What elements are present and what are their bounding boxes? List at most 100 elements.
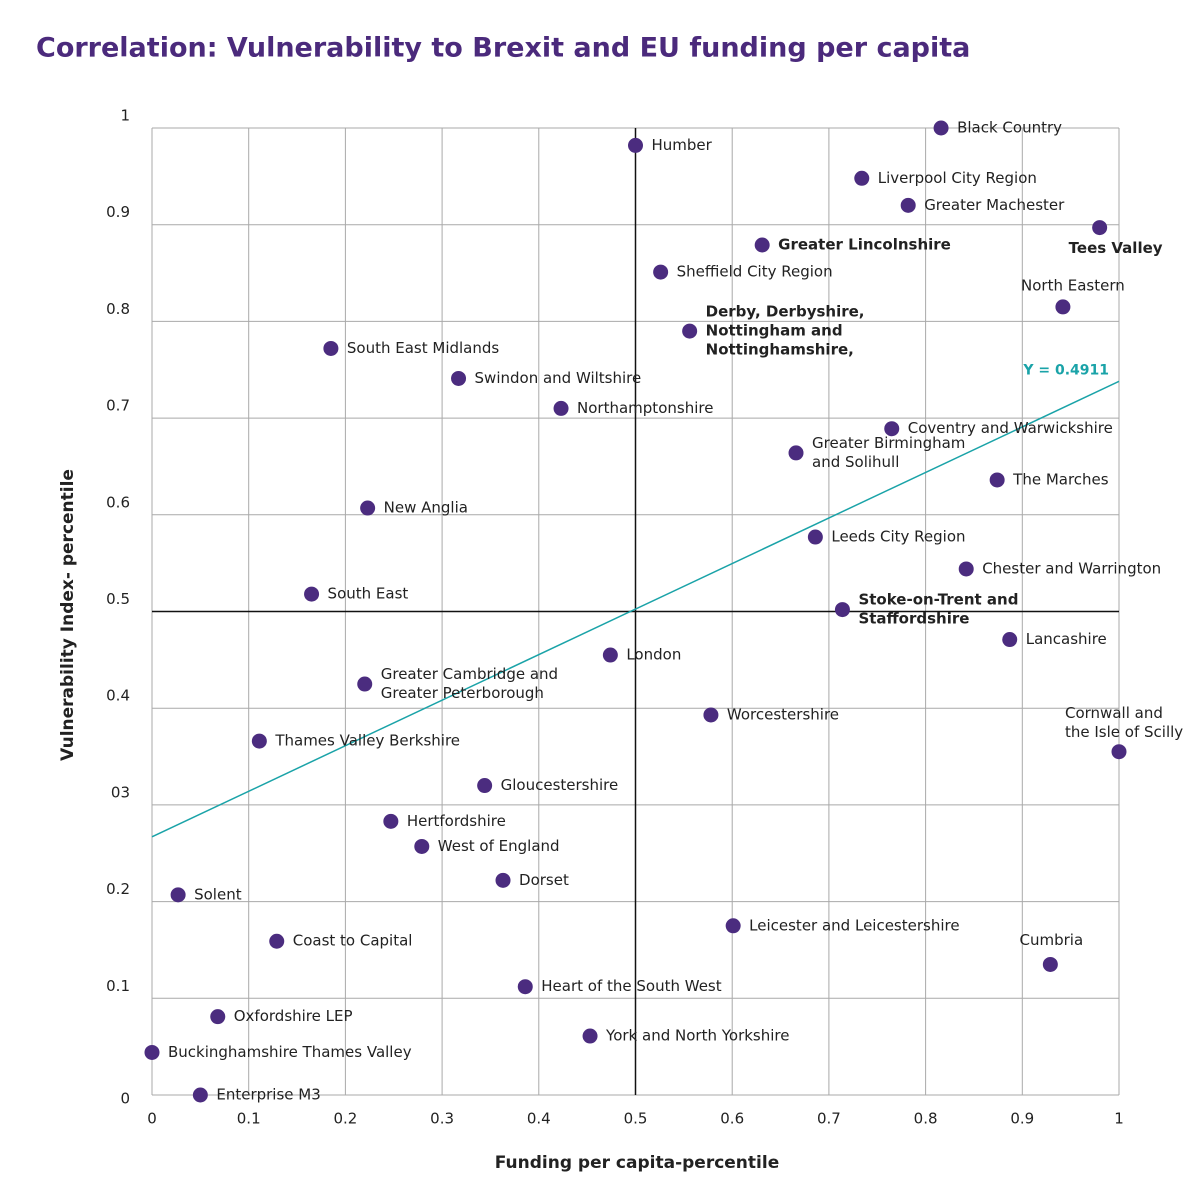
data-point bbox=[1042, 956, 1058, 972]
x-tick-label: 0.7 bbox=[817, 1110, 841, 1128]
point-label: Sheffield City Region bbox=[677, 263, 833, 281]
data-point bbox=[754, 237, 770, 253]
point-label: Solent bbox=[194, 885, 242, 903]
x-tick-label: 1 bbox=[1114, 1110, 1124, 1128]
point-label: Liverpool City Region bbox=[878, 169, 1037, 187]
point-label: Worcestershire bbox=[727, 705, 839, 723]
point-label: Greater Cambridge and bbox=[381, 665, 558, 683]
data-point bbox=[1111, 744, 1127, 760]
point-label: South East Midlands bbox=[347, 339, 500, 357]
data-point bbox=[251, 733, 267, 749]
point-label: Leicester and Leicestershire bbox=[749, 916, 959, 934]
x-tick-label: 0.9 bbox=[1010, 1110, 1034, 1128]
point-label: Black Country bbox=[957, 119, 1062, 137]
data-point bbox=[451, 370, 467, 386]
point-label: Thames Valley Berkshire bbox=[274, 732, 460, 750]
data-point bbox=[495, 872, 511, 888]
point-label: Staffordshire bbox=[858, 610, 969, 628]
point-label: Nottinghamshire, bbox=[706, 341, 854, 359]
trendline-label: Y = 0.4911 bbox=[1022, 362, 1109, 378]
data-point bbox=[682, 323, 698, 339]
point-label: North Eastern bbox=[1021, 276, 1125, 294]
point-label: Heart of the South West bbox=[541, 977, 721, 995]
data-point bbox=[269, 933, 285, 949]
data-point bbox=[1055, 299, 1071, 315]
point-label: Hertfordshire bbox=[407, 812, 506, 830]
data-point bbox=[725, 918, 741, 934]
point-label: London bbox=[626, 646, 681, 664]
data-point bbox=[323, 340, 339, 356]
data-point bbox=[304, 586, 320, 602]
x-tick-label: 0.2 bbox=[333, 1110, 357, 1128]
data-point bbox=[477, 778, 493, 794]
data-point bbox=[958, 561, 974, 577]
data-point bbox=[517, 979, 533, 995]
y-tick-label: 0.5 bbox=[106, 590, 130, 608]
point-label: Coventry and Warwickshire bbox=[908, 419, 1113, 437]
point-label: West of England bbox=[438, 837, 560, 855]
point-label: Swindon and Wiltshire bbox=[475, 369, 642, 387]
point-label: Gloucestershire bbox=[501, 776, 619, 794]
data-point bbox=[653, 264, 669, 280]
y-tick-label: 0.9 bbox=[106, 203, 130, 221]
data-point bbox=[192, 1087, 208, 1103]
point-label: York and North Yorkshire bbox=[605, 1027, 789, 1045]
chart-title: Correlation: Vulnerability to Brexit and… bbox=[36, 33, 970, 64]
point-label: Cornwall and bbox=[1065, 704, 1163, 722]
data-point bbox=[628, 137, 643, 153]
y-tick-label: 0.8 bbox=[106, 300, 130, 318]
data-point bbox=[553, 400, 569, 416]
data-point bbox=[144, 1044, 160, 1060]
point-label: Greater Machester bbox=[924, 196, 1065, 214]
x-tick-label: 0.8 bbox=[914, 1110, 938, 1128]
y-tick-label: 0.1 bbox=[106, 977, 130, 995]
point-label: and Solihull bbox=[812, 453, 899, 471]
x-tick-label: 0.3 bbox=[430, 1110, 454, 1128]
point-label: Leeds City Region bbox=[831, 528, 965, 546]
y-tick-label: 0.7 bbox=[106, 397, 130, 415]
y-tick-label: 0 bbox=[120, 1090, 130, 1108]
data-point bbox=[989, 472, 1005, 488]
data-point bbox=[788, 445, 804, 461]
data-point bbox=[807, 529, 823, 545]
point-label: Greater Peterborough bbox=[381, 684, 544, 702]
point-label: New Anglia bbox=[384, 499, 468, 517]
data-point bbox=[1092, 220, 1108, 236]
point-label: Enterprise M3 bbox=[216, 1086, 320, 1104]
x-tick-label: 0 bbox=[147, 1110, 157, 1128]
x-tick-label: 0.4 bbox=[527, 1110, 551, 1128]
point-label: Greater Birmingham bbox=[812, 434, 965, 452]
trendline bbox=[151, 380, 1120, 838]
point-label: Oxfordshire LEP bbox=[234, 1007, 353, 1025]
data-point bbox=[834, 602, 850, 618]
point-label: Buckinghamshire Thames Valley bbox=[168, 1043, 412, 1061]
data-point bbox=[383, 813, 399, 829]
data-point bbox=[933, 120, 949, 136]
point-label: Chester and Warrington bbox=[982, 559, 1161, 577]
point-label: The Marches bbox=[1012, 470, 1109, 488]
y-tick-label: 0.6 bbox=[106, 493, 130, 511]
x-axis-label: Funding per capita-percentile bbox=[495, 1153, 779, 1173]
x-tick-label: 0.6 bbox=[720, 1110, 744, 1128]
data-point bbox=[1002, 632, 1018, 648]
data-point bbox=[210, 1009, 226, 1025]
point-label: Dorset bbox=[519, 871, 569, 889]
data-point bbox=[884, 421, 900, 437]
point-label: South East bbox=[328, 585, 409, 603]
y-tick-label: 03 bbox=[111, 783, 130, 801]
data-point bbox=[602, 647, 618, 663]
data-point bbox=[360, 500, 376, 516]
point-label: Lancashire bbox=[1026, 630, 1107, 648]
point-label: Greater Lincolnshire bbox=[778, 236, 951, 254]
y-axis-label: Vulnerability Index- percentile bbox=[58, 469, 78, 761]
point-label: Tees Valley bbox=[1069, 239, 1163, 257]
point-label: Cumbria bbox=[1020, 931, 1084, 949]
point-label: Humber bbox=[652, 136, 713, 154]
point-label: Stoke-on-Trent and bbox=[858, 591, 1018, 609]
y-tick-label: 1 bbox=[120, 107, 130, 125]
data-point bbox=[414, 838, 430, 854]
y-tick-label: 0.4 bbox=[106, 687, 130, 705]
data-point bbox=[854, 170, 870, 186]
data-point bbox=[703, 707, 719, 723]
